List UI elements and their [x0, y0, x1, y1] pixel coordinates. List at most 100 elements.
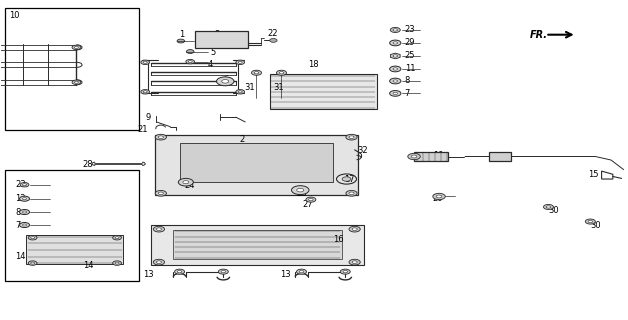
- Circle shape: [585, 219, 595, 224]
- Circle shape: [141, 90, 149, 94]
- Text: FR.: FR.: [529, 30, 548, 40]
- Text: 32: 32: [358, 146, 369, 155]
- Circle shape: [183, 181, 189, 184]
- Text: 2: 2: [239, 135, 244, 144]
- Circle shape: [72, 80, 81, 84]
- Circle shape: [75, 46, 78, 48]
- Circle shape: [297, 188, 304, 192]
- Text: 22: 22: [267, 28, 278, 38]
- Circle shape: [20, 182, 29, 187]
- Circle shape: [254, 72, 259, 74]
- Circle shape: [158, 192, 163, 195]
- Polygon shape: [270, 74, 377, 109]
- Text: 14: 14: [15, 252, 26, 261]
- Polygon shape: [154, 135, 358, 195]
- Circle shape: [178, 178, 193, 186]
- Polygon shape: [173, 230, 342, 259]
- Polygon shape: [180, 142, 333, 182]
- Circle shape: [156, 261, 161, 263]
- Circle shape: [546, 206, 551, 208]
- Circle shape: [393, 29, 398, 31]
- Text: 4: 4: [208, 60, 213, 69]
- Text: 8: 8: [404, 76, 410, 85]
- Circle shape: [23, 184, 26, 186]
- Text: 12: 12: [15, 194, 26, 203]
- Bar: [4, 170, 139, 281]
- Text: 23: 23: [404, 25, 415, 35]
- Text: 29: 29: [404, 38, 415, 47]
- Text: 26: 26: [296, 189, 307, 198]
- Text: 7: 7: [404, 89, 410, 98]
- Circle shape: [112, 236, 121, 240]
- Circle shape: [72, 45, 81, 50]
- Circle shape: [390, 28, 400, 32]
- Circle shape: [23, 198, 26, 200]
- Circle shape: [23, 224, 26, 226]
- Circle shape: [352, 228, 357, 230]
- Circle shape: [238, 91, 242, 93]
- Circle shape: [300, 270, 304, 273]
- Circle shape: [436, 195, 442, 198]
- Circle shape: [408, 153, 420, 160]
- Text: 17: 17: [344, 174, 355, 184]
- Circle shape: [393, 92, 398, 94]
- Circle shape: [342, 177, 351, 181]
- Text: 9: 9: [145, 113, 151, 122]
- Text: 1: 1: [180, 30, 185, 39]
- Circle shape: [238, 61, 242, 63]
- Circle shape: [349, 136, 354, 139]
- Bar: [489, 152, 511, 161]
- Text: 28: 28: [83, 160, 94, 169]
- Circle shape: [115, 237, 119, 239]
- Bar: [195, 31, 248, 48]
- Circle shape: [349, 226, 360, 232]
- Text: 18: 18: [308, 60, 318, 69]
- Text: 10: 10: [9, 11, 19, 20]
- Circle shape: [543, 204, 553, 210]
- Text: 31: 31: [273, 83, 284, 92]
- Circle shape: [349, 192, 354, 195]
- Polygon shape: [151, 225, 364, 265]
- Text: 31: 31: [244, 83, 254, 92]
- Circle shape: [177, 39, 185, 43]
- Circle shape: [112, 261, 121, 265]
- Circle shape: [19, 196, 30, 201]
- Circle shape: [308, 198, 313, 201]
- Circle shape: [433, 193, 445, 200]
- Circle shape: [393, 55, 398, 57]
- Circle shape: [389, 40, 401, 46]
- Text: 13: 13: [143, 270, 153, 279]
- Circle shape: [31, 237, 35, 239]
- Bar: [4, 8, 139, 130]
- Circle shape: [177, 270, 182, 273]
- Text: 25: 25: [404, 51, 415, 60]
- Text: 7: 7: [15, 220, 21, 229]
- Text: 13: 13: [279, 270, 290, 279]
- Circle shape: [352, 261, 357, 263]
- Circle shape: [19, 222, 30, 228]
- Text: 21: 21: [138, 125, 148, 134]
- Circle shape: [188, 61, 192, 63]
- Text: 27: 27: [303, 200, 313, 209]
- Circle shape: [221, 270, 225, 273]
- Circle shape: [19, 210, 30, 215]
- Circle shape: [349, 259, 360, 265]
- Text: 8: 8: [15, 208, 21, 217]
- Circle shape: [222, 80, 229, 83]
- Circle shape: [411, 155, 417, 158]
- Circle shape: [158, 136, 163, 139]
- Circle shape: [155, 134, 166, 140]
- Text: 3: 3: [214, 30, 219, 39]
- Circle shape: [269, 38, 277, 42]
- Circle shape: [296, 269, 306, 274]
- Text: 5: 5: [211, 48, 216, 57]
- Polygon shape: [391, 53, 400, 59]
- Circle shape: [28, 261, 37, 265]
- Circle shape: [236, 90, 244, 94]
- Circle shape: [393, 42, 398, 44]
- Circle shape: [217, 77, 234, 86]
- Text: 14: 14: [83, 261, 93, 270]
- Text: 11: 11: [404, 64, 415, 73]
- Circle shape: [31, 262, 35, 264]
- Circle shape: [175, 269, 185, 274]
